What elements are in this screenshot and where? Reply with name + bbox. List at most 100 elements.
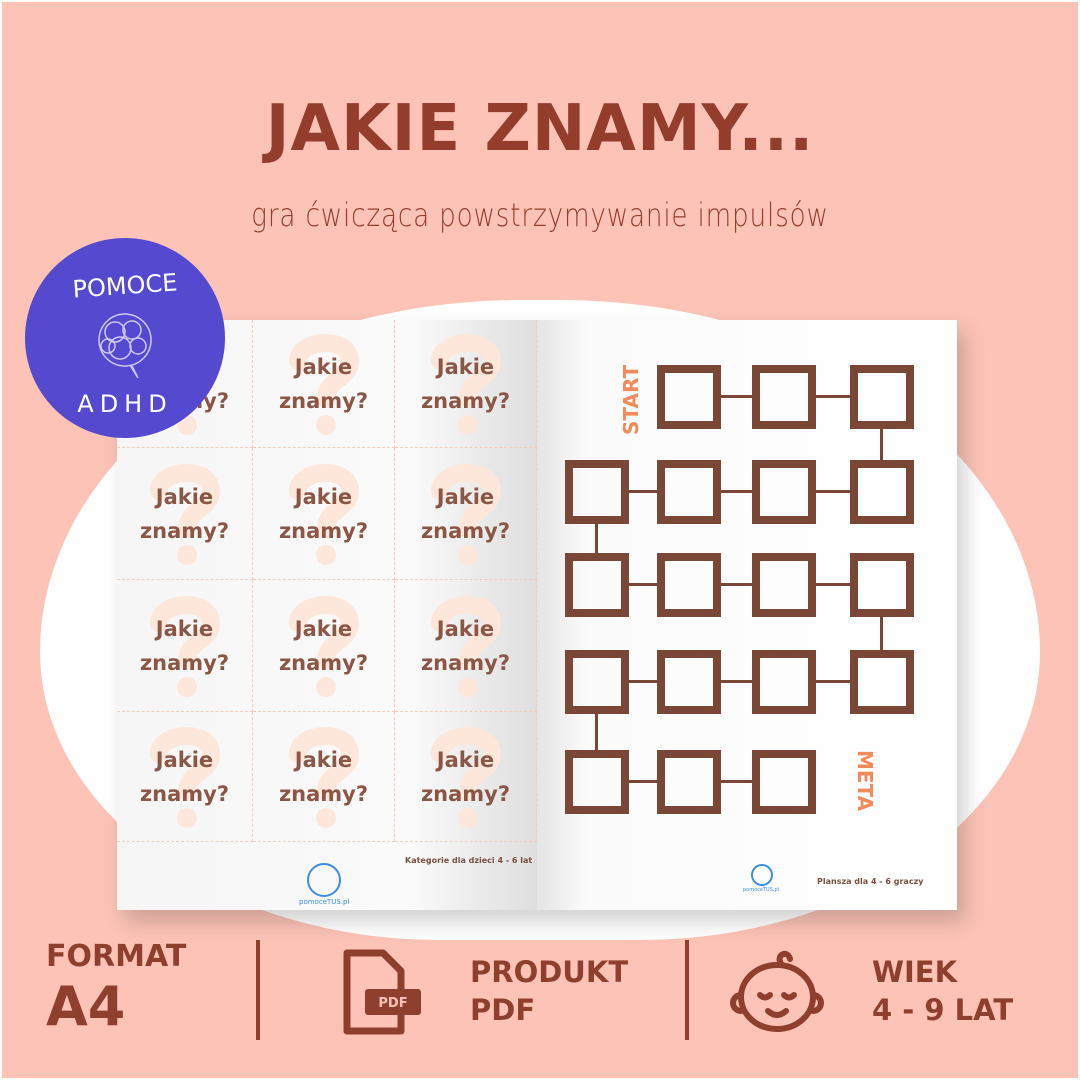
board-connector bbox=[812, 490, 852, 493]
board-square bbox=[657, 553, 721, 617]
board-connector bbox=[625, 490, 659, 493]
divider bbox=[685, 940, 689, 1040]
start-label: START bbox=[619, 364, 643, 435]
board-connector bbox=[717, 780, 754, 783]
pomocetus-logo-icon bbox=[751, 864, 773, 886]
card-label-line: Jakie bbox=[155, 616, 214, 641]
subtitle: gra ćwicząca powstrzymywanie impulsów bbox=[251, 196, 829, 234]
card-label-line: Jakie bbox=[436, 484, 495, 509]
board-square bbox=[657, 650, 721, 714]
board-square bbox=[850, 365, 914, 429]
brain-scribble-icon bbox=[98, 313, 152, 379]
page-title: JAKIE ZNAMY... bbox=[265, 92, 815, 166]
question-mark-icon bbox=[149, 595, 220, 697]
book-mockup: Jakie znamy? Jakie znamy? Jakie znamy? Jakie zn… bbox=[117, 320, 957, 910]
info-bar: FORMAT A4 PDF PRODUKT PDF WIEK 4 - 9 LAT bbox=[0, 935, 1080, 1055]
board-connector bbox=[717, 490, 754, 493]
age-value: 4 - 9 LAT bbox=[872, 993, 1014, 1027]
card-label: Jakie znamy? bbox=[140, 743, 229, 811]
card-label: Jakie znamy? bbox=[421, 612, 510, 680]
card-label-line: Jakie bbox=[155, 484, 214, 509]
board-square bbox=[565, 750, 629, 814]
card-label-line: Jakie bbox=[436, 747, 495, 772]
card-label-line: znamy? bbox=[420, 781, 511, 806]
board-connector bbox=[880, 615, 883, 652]
question-mark-icon bbox=[288, 333, 359, 435]
game-card: Jakie znamy? bbox=[395, 580, 537, 712]
card-label-line: znamy? bbox=[278, 650, 369, 675]
card-label-line: znamy? bbox=[420, 518, 511, 543]
board-square bbox=[657, 460, 721, 524]
board-square bbox=[850, 460, 914, 524]
game-card: Jakie znamy? bbox=[253, 712, 395, 842]
card-label-line: znamy? bbox=[139, 650, 230, 675]
card-label: Jakie znamy? bbox=[421, 480, 510, 548]
board-square bbox=[657, 750, 721, 814]
card-label-line: Jakie bbox=[294, 616, 353, 641]
board-connector bbox=[812, 395, 852, 398]
badge-bottom-text: ADHD bbox=[77, 390, 173, 418]
card-label-line: Jakie bbox=[155, 747, 214, 772]
card-label: Jakie znamy? bbox=[421, 743, 510, 811]
board-connector bbox=[625, 583, 659, 586]
card-label-line: Jakie bbox=[436, 616, 495, 641]
card-label: Jakie znamy? bbox=[140, 480, 229, 548]
card-label: Jakie znamy? bbox=[279, 743, 368, 811]
question-mark-icon bbox=[288, 595, 359, 697]
divider bbox=[256, 940, 260, 1040]
card-label-line: znamy? bbox=[278, 518, 369, 543]
logo-text: pomoceTUS.pl bbox=[743, 887, 780, 893]
pomoce-adhd-badge: POMOCE ADHD bbox=[25, 238, 225, 438]
board-square bbox=[752, 650, 816, 714]
age-label: WIEK bbox=[872, 955, 958, 989]
game-card: Jakie znamy? bbox=[395, 320, 537, 448]
game-card: Jakie znamy? bbox=[253, 320, 395, 448]
game-card: Jakie znamy? bbox=[395, 712, 537, 842]
card-label: Jakie znamy? bbox=[421, 350, 510, 418]
board-square bbox=[565, 460, 629, 524]
board-connector bbox=[717, 680, 754, 683]
card-label: Jakie znamy? bbox=[279, 480, 368, 548]
game-card: Jakie znamy? bbox=[117, 712, 253, 842]
logo-text: pomoceTUS.pl bbox=[299, 898, 350, 906]
card-label-line: znamy? bbox=[420, 650, 511, 675]
card-label: Jakie znamy? bbox=[279, 350, 368, 418]
pomocetus-logo-icon bbox=[307, 863, 341, 897]
card-label-line: znamy? bbox=[139, 781, 230, 806]
board-connector bbox=[812, 680, 852, 683]
board-square bbox=[565, 553, 629, 617]
board-square bbox=[565, 650, 629, 714]
baby-face-icon bbox=[730, 950, 824, 1032]
board-connector bbox=[717, 395, 754, 398]
left-footer: Kategorie dla dzieci 4 - 6 lat bbox=[405, 856, 533, 865]
board-square bbox=[850, 553, 914, 617]
meta-label: META bbox=[853, 750, 877, 812]
card-label-line: Jakie bbox=[294, 354, 353, 379]
pdf-icon-text: PDF bbox=[378, 996, 407, 1011]
board-page: START META Plansza dla 4 - 6 graczy pomo… bbox=[537, 320, 957, 910]
board-square bbox=[657, 365, 721, 429]
board-connector bbox=[595, 522, 598, 555]
question-mark-icon bbox=[430, 333, 501, 435]
question-mark-icon bbox=[288, 726, 359, 828]
badge-top-text: POMOCE bbox=[71, 268, 179, 304]
question-mark-icon bbox=[288, 463, 359, 565]
board-square bbox=[850, 650, 914, 714]
board-connector bbox=[625, 680, 659, 683]
board-square bbox=[752, 460, 816, 524]
board-connector bbox=[625, 780, 659, 783]
format-value: A4 bbox=[46, 975, 126, 1038]
game-card: Jakie znamy? bbox=[253, 580, 395, 712]
pdf-file-icon: PDF bbox=[343, 949, 421, 1035]
format-label: FORMAT bbox=[46, 939, 187, 974]
board-square bbox=[752, 553, 816, 617]
game-card: Jakie znamy? bbox=[395, 448, 537, 580]
right-footer: Plansza dla 4 - 6 graczy bbox=[817, 877, 924, 886]
cards-page: Jakie znamy? Jakie znamy? Jakie znamy? Jakie zn… bbox=[117, 320, 537, 910]
board-square bbox=[752, 365, 816, 429]
board-connector bbox=[595, 712, 598, 752]
card-label: Jakie znamy? bbox=[140, 612, 229, 680]
question-mark-icon bbox=[149, 463, 220, 565]
card-label-line: Jakie bbox=[294, 484, 353, 509]
board-connector bbox=[717, 583, 754, 586]
